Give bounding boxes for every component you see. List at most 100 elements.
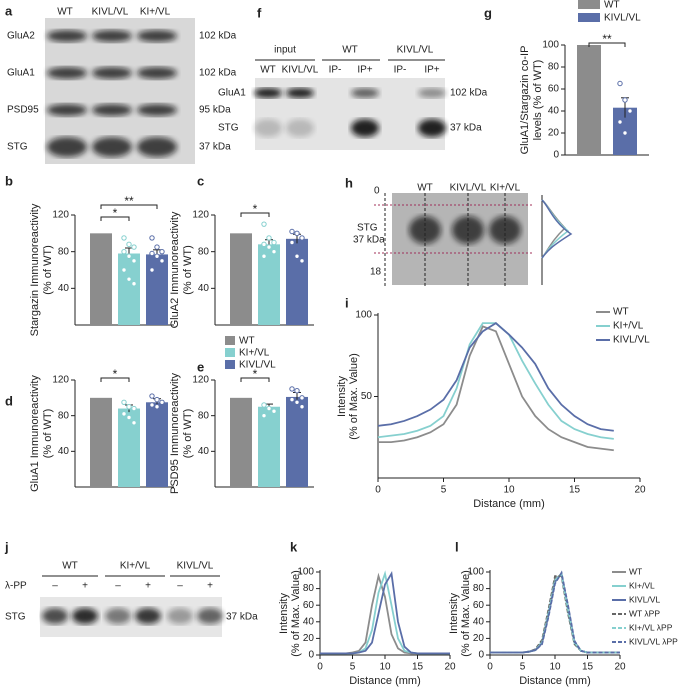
data-point	[126, 404, 132, 410]
y-tick-label: 40	[303, 616, 315, 627]
sig-label: *	[253, 367, 258, 381]
data-point	[289, 239, 295, 246]
blot-band	[286, 119, 314, 137]
data-point	[261, 241, 267, 248]
blot-band	[137, 104, 177, 116]
x-tick-label: 5	[520, 662, 526, 673]
data-point	[131, 244, 137, 250]
data-point	[289, 386, 295, 392]
panel-label: h	[345, 175, 353, 190]
lane-label: WT	[417, 183, 433, 194]
x-tick-label: 5	[441, 485, 447, 496]
panel-label: j	[4, 539, 9, 554]
x-tick-label: 0	[317, 662, 323, 673]
legend-label: KIVL/VL λPP	[629, 636, 678, 646]
y-tick-label: 60	[548, 84, 560, 95]
data-point	[622, 130, 628, 136]
blot-band	[137, 30, 177, 42]
panel-label: l	[455, 539, 459, 554]
blot-band	[92, 104, 132, 116]
y-axis-label: (% of WT)	[42, 245, 54, 295]
x-tick-label: 0	[487, 662, 493, 673]
sig-bracket	[588, 42, 626, 47]
blot-band	[135, 608, 161, 624]
y-tick-label: 80	[548, 62, 560, 73]
blot-band	[72, 608, 98, 624]
data-point	[154, 396, 160, 403]
sig-bracket	[100, 377, 130, 382]
data-point	[121, 267, 127, 273]
size-label: 102 kDa	[199, 68, 237, 79]
data-point	[294, 388, 300, 394]
sign-label: –	[115, 581, 121, 592]
blot-band	[197, 608, 223, 624]
y-tick-label: 120	[192, 210, 209, 221]
y-tick-label: 80	[198, 410, 210, 421]
y-axis-label: GluA1 Immunoreactivity	[29, 375, 41, 492]
data-point	[121, 235, 127, 241]
data-point	[131, 405, 137, 412]
data-point	[299, 395, 305, 401]
lane-label: IP-	[394, 65, 407, 76]
y-axis-label: Intensity	[448, 593, 460, 634]
y-tick-label: 20	[548, 128, 560, 139]
panel-label: a	[5, 3, 13, 18]
legend-swatch	[578, 0, 600, 9]
y-axis-label: (% of Max. Value)	[290, 570, 302, 657]
data-point	[126, 414, 132, 421]
size-label: 37 kDa	[226, 612, 258, 623]
bar	[90, 397, 112, 487]
x-tick-label: 15	[412, 662, 424, 673]
row-label: GluA2	[7, 31, 35, 42]
y-tick-label: 20	[473, 633, 485, 644]
bar	[258, 406, 280, 487]
data-point	[154, 244, 160, 250]
panel-label: k	[290, 539, 298, 554]
sig-label: *	[113, 206, 118, 220]
legend-swatch	[225, 360, 235, 369]
x-tick-label: 20	[444, 662, 456, 673]
legend-label: WT	[239, 336, 255, 347]
y-axis-label: GluA2 Immunoreactivity	[169, 211, 181, 328]
data-point	[294, 399, 300, 405]
row-label: STG	[5, 612, 26, 623]
row-label: STG	[7, 142, 28, 153]
lane-label: KIVL/VL	[450, 183, 487, 194]
band-label: STG	[357, 223, 378, 234]
legend-label: WT λPP	[629, 608, 660, 618]
legend-swatch	[225, 348, 235, 357]
sig-bracket	[240, 377, 270, 382]
blot-band	[105, 608, 131, 624]
sig-bracket	[100, 216, 130, 221]
data-point	[126, 241, 132, 248]
legend-label: KIVL/VL	[629, 594, 660, 604]
data-point	[149, 250, 155, 257]
bar	[577, 45, 601, 155]
legend-label: WT	[613, 307, 629, 318]
sign-label: +	[207, 581, 213, 592]
legend-label: WT	[604, 0, 620, 11]
bar	[230, 233, 252, 325]
y-tick-label: 20	[303, 633, 315, 644]
x-tick-label: 15	[582, 662, 594, 673]
line-series	[320, 571, 450, 655]
sign-label: –	[177, 581, 183, 592]
bar	[90, 233, 112, 325]
row-label: GluA1	[218, 88, 246, 99]
y-tick-label: 40	[198, 283, 210, 294]
line-series	[377, 322, 614, 432]
size-label: 95 kDa	[199, 105, 231, 116]
blot-band	[254, 88, 282, 98]
data-point	[121, 411, 127, 417]
panel-label: f	[257, 5, 262, 20]
lane-label: WT	[260, 65, 276, 76]
data-point	[131, 258, 137, 264]
treatment-label: λ-PP	[5, 581, 27, 592]
line-series	[490, 570, 620, 654]
data-point	[149, 393, 155, 399]
blot-band	[47, 67, 87, 79]
x-tick-label: 15	[569, 485, 581, 496]
data-point	[149, 235, 155, 241]
data-point	[131, 420, 137, 426]
panel-label: e	[197, 359, 204, 374]
